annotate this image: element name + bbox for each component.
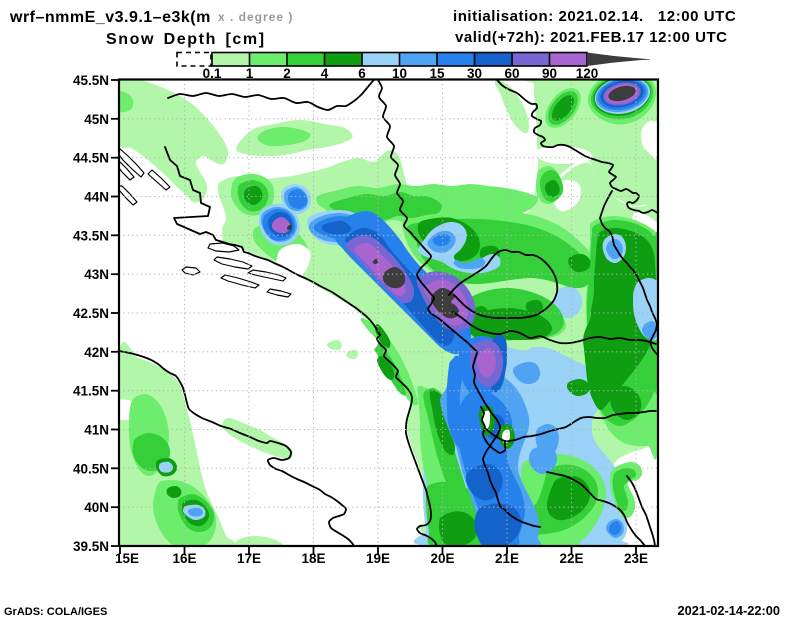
svg-text:120: 120 (576, 66, 599, 81)
svg-text:45.5N: 45.5N (73, 73, 109, 88)
svg-text:60: 60 (504, 66, 519, 81)
svg-text:18E: 18E (301, 551, 325, 566)
svg-text:2021-02-14-22:00: 2021-02-14-22:00 (678, 603, 780, 618)
svg-text:90: 90 (542, 66, 557, 81)
svg-text:40N: 40N (84, 500, 109, 515)
svg-text:40.5N: 40.5N (73, 461, 109, 476)
svg-text:41N: 41N (84, 423, 109, 438)
svg-text:21E: 21E (495, 551, 519, 566)
svg-text:Snow Depth [cm]: Snow Depth [cm] (106, 31, 266, 48)
svg-text:39.5N: 39.5N (73, 539, 109, 554)
svg-text:6: 6 (358, 66, 366, 81)
svg-text:valid(+72h): 2021.FEB.17 12:00: valid(+72h): 2021.FEB.17 12:00 UTC (455, 29, 728, 46)
svg-text:15E: 15E (115, 551, 139, 566)
svg-text:GrADS: COLA/IGES: GrADS: COLA/IGES (4, 606, 107, 618)
svg-text:45N: 45N (84, 112, 109, 127)
svg-text:10: 10 (392, 66, 407, 81)
svg-text:44N: 44N (84, 190, 109, 205)
svg-text:4: 4 (321, 66, 329, 81)
svg-text:30: 30 (467, 66, 482, 81)
svg-text:43.5N: 43.5N (73, 228, 109, 243)
svg-text:0.1: 0.1 (203, 66, 222, 81)
svg-text:42.5N: 42.5N (73, 306, 109, 321)
svg-text:42N: 42N (84, 345, 109, 360)
svg-text:2: 2 (283, 66, 291, 81)
svg-text:23E: 23E (624, 551, 648, 566)
svg-text:20E: 20E (430, 551, 454, 566)
svg-text:41.5N: 41.5N (73, 384, 109, 399)
svg-text:x . degree ): x . degree ) (218, 10, 293, 24)
svg-text:16E: 16E (172, 551, 196, 566)
svg-text:1: 1 (246, 66, 254, 81)
svg-text:15: 15 (429, 66, 445, 81)
svg-text:19E: 19E (366, 551, 390, 566)
svg-text:initialisation: 2021.02.14.: initialisation: 2021.02.14. 12:00 UTC (453, 8, 736, 25)
svg-text:wrf–nmmE_v3.9.1–e3k(m: wrf–nmmE_v3.9.1–e3k(m (9, 9, 211, 26)
svg-text:44.5N: 44.5N (73, 151, 109, 166)
svg-text:43N: 43N (84, 267, 109, 282)
svg-text:17E: 17E (237, 551, 261, 566)
svg-text:22E: 22E (559, 551, 583, 566)
